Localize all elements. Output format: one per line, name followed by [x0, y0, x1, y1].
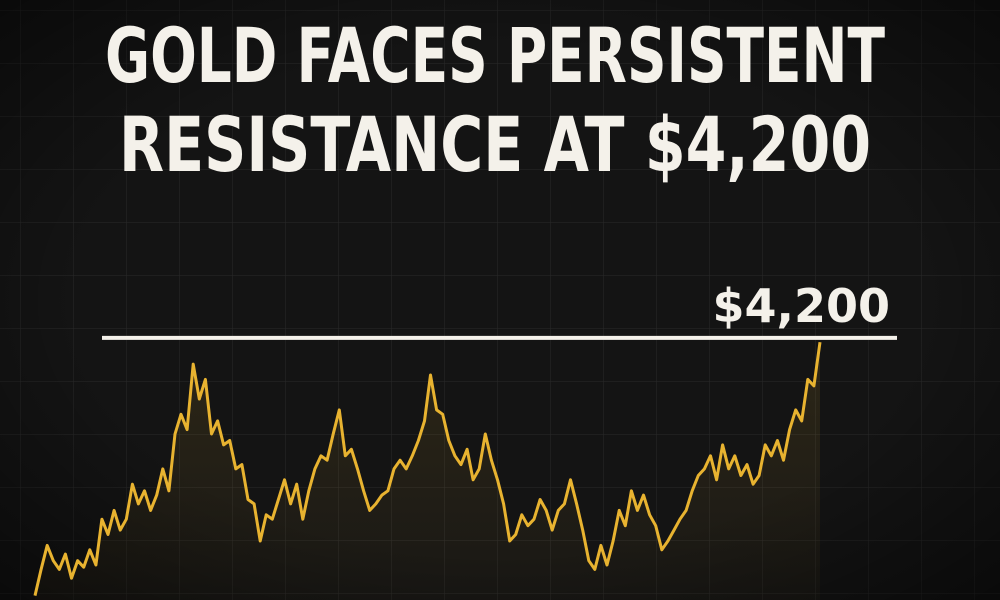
title-line: RESISTANCE AT $4,200 [119, 100, 871, 189]
title-line: GOLD FACES PERSISTENT [105, 11, 885, 100]
resistance-label: $4,200 [712, 279, 890, 333]
price-line [33, 341, 822, 596]
area [35, 342, 820, 600]
